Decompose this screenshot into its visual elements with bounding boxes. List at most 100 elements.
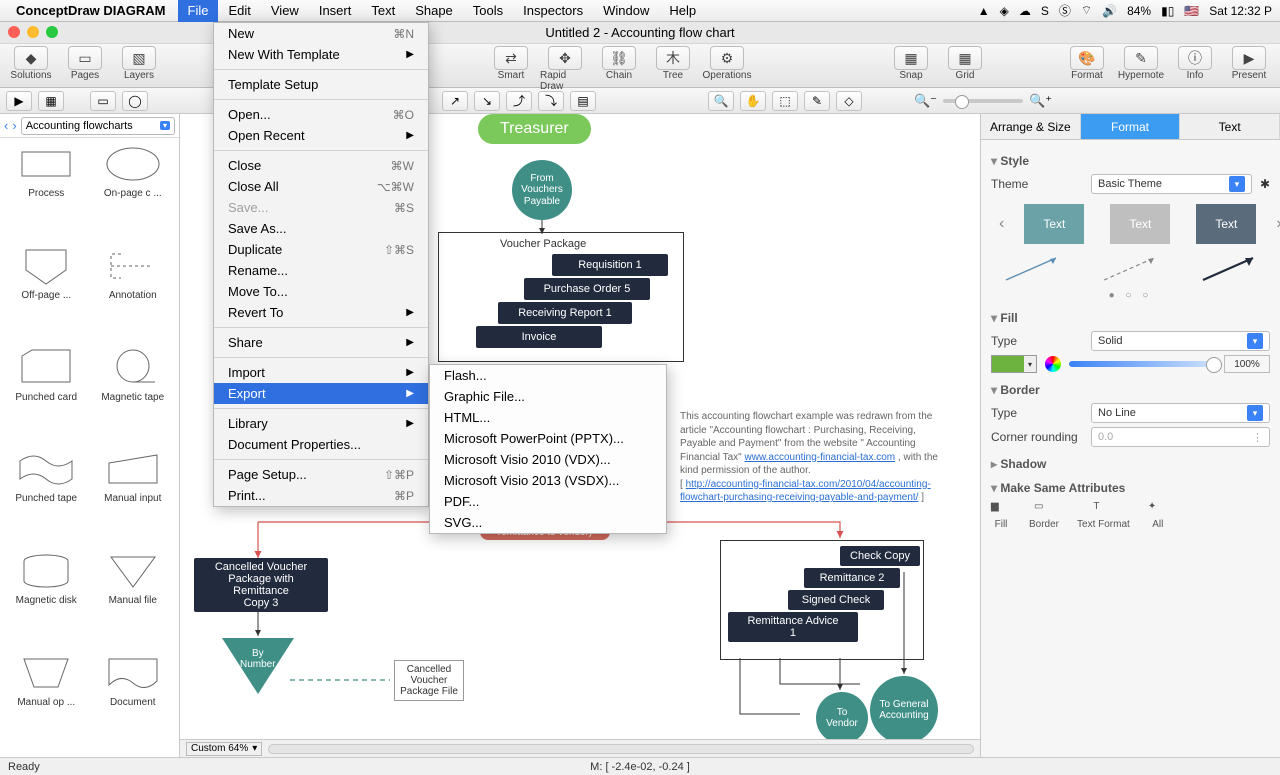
lib-shape-doc[interactable]: Document bbox=[93, 653, 174, 751]
toolbar-solutions[interactable]: ◆Solutions bbox=[6, 46, 56, 81]
zoom-in-icon[interactable]: 🔍⁺ bbox=[1029, 93, 1052, 109]
toolbar-tree[interactable]: ⽊Tree bbox=[648, 46, 698, 92]
connector-tool[interactable]: ↗ bbox=[442, 91, 468, 111]
section-header[interactable]: Border bbox=[991, 383, 1270, 397]
nav-fwd-icon[interactable]: › bbox=[12, 118, 16, 133]
nav-prev-icon[interactable]: ‹ bbox=[995, 215, 1008, 233]
node-cancelled-voucher[interactable]: Cancelled Voucher Package with Remittanc… bbox=[194, 558, 328, 612]
node-po[interactable]: Purchase Order 5 bbox=[524, 278, 650, 300]
menu-window[interactable]: Window bbox=[593, 0, 659, 22]
export-flash-[interactable]: Flash... bbox=[430, 365, 666, 386]
toolbar-present[interactable]: ▶Present bbox=[1224, 46, 1274, 81]
export-microsoft-visio-vdx-[interactable]: Microsoft Visio 2010 (VDX)... bbox=[430, 449, 666, 470]
lib-shape-ellipse[interactable]: On-page c ... bbox=[93, 144, 174, 242]
menu-help[interactable]: Help bbox=[659, 0, 706, 22]
lib-shape-manop[interactable]: Manual op ... bbox=[6, 653, 87, 751]
menuitem-save-as-[interactable]: Save As... bbox=[214, 218, 428, 239]
menuitem-template-setup[interactable]: Template Setup bbox=[214, 74, 428, 95]
menuitem-share[interactable]: Share▶ bbox=[214, 332, 428, 353]
menuitem-revert-to[interactable]: Revert To▶ bbox=[214, 302, 428, 323]
toolbar-format[interactable]: 🎨Format bbox=[1062, 46, 1112, 81]
connector-tool[interactable]: ▤ bbox=[570, 91, 596, 111]
menu-insert[interactable]: Insert bbox=[309, 0, 362, 22]
link-site[interactable]: www.accounting-financial-tax.com bbox=[745, 452, 896, 463]
node-requisition[interactable]: Requisition 1 bbox=[552, 254, 668, 276]
menuitem-open-recent[interactable]: Open Recent▶ bbox=[214, 125, 428, 146]
menuitem-move-to-[interactable]: Move To... bbox=[214, 281, 428, 302]
toolbar-layers[interactable]: ▧Layers bbox=[114, 46, 164, 81]
menuitem-export[interactable]: Export▶ bbox=[214, 383, 428, 404]
connector-tool[interactable]: ⤴ bbox=[506, 91, 532, 111]
theme-swatch[interactable]: Text bbox=[1110, 204, 1170, 244]
fill-color-chip[interactable]: ▾ bbox=[991, 355, 1037, 373]
border-type-select[interactable]: No Line▾ bbox=[1091, 403, 1270, 423]
lib-shape-magtape[interactable]: Magnetic tape bbox=[93, 348, 174, 446]
export-submenu[interactable]: Flash...Graphic File...HTML...Microsoft … bbox=[429, 364, 667, 534]
menuitem-import[interactable]: Import▶ bbox=[214, 362, 428, 383]
rect-shape-tool[interactable]: ▭ bbox=[90, 91, 116, 111]
toolbar-info[interactable]: ⓘInfo bbox=[1170, 46, 1220, 81]
nav-back-icon[interactable]: ‹ bbox=[4, 118, 8, 133]
zoom-out-icon[interactable]: 🔍⁻ bbox=[914, 93, 937, 109]
attr-fill[interactable]: ▆Fill bbox=[991, 501, 1011, 530]
gear-icon[interactable]: ✱ bbox=[1260, 177, 1270, 191]
select-tool[interactable]: ▦ bbox=[38, 91, 64, 111]
link-article[interactable]: http://accounting-financial-tax.com/2010… bbox=[680, 479, 931, 504]
node-from-vouchers[interactable]: From Vouchers Payable bbox=[512, 160, 572, 220]
export-microsoft-powerpoint-pptx-[interactable]: Microsoft PowerPoint (PPTX)... bbox=[430, 428, 666, 449]
menuitem-library[interactable]: Library▶ bbox=[214, 413, 428, 434]
lib-shape-offpage[interactable]: Off-page ... bbox=[6, 246, 87, 344]
pointer-tool[interactable]: ▶ bbox=[6, 91, 32, 111]
h-scrollbar[interactable] bbox=[268, 744, 974, 754]
menuitem-print-[interactable]: Print...⌘P bbox=[214, 485, 428, 506]
ellipse-shape-tool[interactable]: ◯ bbox=[122, 91, 148, 111]
menuitem-close[interactable]: Close⌘W bbox=[214, 155, 428, 176]
export-html-[interactable]: HTML... bbox=[430, 407, 666, 428]
toolbar-chain[interactable]: ⛓Chain bbox=[594, 46, 644, 92]
zoom-slider[interactable] bbox=[943, 99, 1023, 103]
nav-next-icon[interactable]: › bbox=[1272, 215, 1280, 233]
traffic-lights[interactable] bbox=[8, 26, 58, 38]
node-by-number[interactable]: By Number bbox=[240, 648, 276, 670]
lib-shape-manfile[interactable]: Manual file bbox=[93, 551, 174, 649]
menuitem-duplicate[interactable]: Duplicate⇧⌘S bbox=[214, 239, 428, 260]
export-svg-[interactable]: SVG... bbox=[430, 512, 666, 533]
connector-tool[interactable]: ⤵ bbox=[538, 91, 564, 111]
section-header[interactable]: Make Same Attributes bbox=[991, 481, 1270, 495]
fill-type-select[interactable]: Solid▾ bbox=[1091, 331, 1270, 351]
toolbar-snap[interactable]: ▦Snap bbox=[886, 46, 936, 81]
menuitem-page-setup-[interactable]: Page Setup...⇧⌘P bbox=[214, 464, 428, 485]
menu-inspectors[interactable]: Inspectors bbox=[513, 0, 593, 22]
zoom-icon[interactable] bbox=[46, 26, 58, 38]
menu-tools[interactable]: Tools bbox=[463, 0, 513, 22]
node-treasurer[interactable]: Treasurer bbox=[478, 114, 591, 144]
theme-select[interactable]: Basic Theme▾ bbox=[1091, 174, 1252, 194]
menuitem-document-properties-[interactable]: Document Properties... bbox=[214, 434, 428, 455]
opacity-value[interactable]: 100% bbox=[1224, 355, 1270, 373]
attr-text-format[interactable]: TText Format bbox=[1077, 501, 1130, 530]
section-header[interactable]: Style bbox=[991, 154, 1270, 168]
eyedropper-tool[interactable]: ✎ bbox=[804, 91, 830, 111]
minimize-icon[interactable] bbox=[27, 26, 39, 38]
arrow-style-icon[interactable] bbox=[1100, 254, 1160, 284]
theme-swatch[interactable]: Text bbox=[1196, 204, 1256, 244]
file-menu-dropdown[interactable]: New⌘NNew With Template▶Template SetupOpe… bbox=[213, 22, 429, 507]
menu-text[interactable]: Text bbox=[361, 0, 405, 22]
toolbar-pages[interactable]: ▭Pages bbox=[60, 46, 110, 81]
pager-dots[interactable]: ● ○ ○ bbox=[991, 290, 1270, 301]
panel-tab-arrange-size[interactable]: Arrange & Size bbox=[981, 114, 1081, 139]
menuitem-new[interactable]: New⌘N bbox=[214, 23, 428, 44]
node-invoice[interactable]: Invoice bbox=[476, 326, 602, 348]
arrow-style-icon[interactable] bbox=[1002, 254, 1062, 284]
section-header[interactable]: Shadow bbox=[991, 457, 1270, 471]
lib-shape-punchtape[interactable]: Punched tape bbox=[6, 449, 87, 547]
lib-shape-rect[interactable]: Process bbox=[6, 144, 87, 242]
node-check-copy[interactable]: Check Copy bbox=[840, 546, 920, 566]
export-pdf-[interactable]: PDF... bbox=[430, 491, 666, 512]
export-microsoft-visio-vsdx-[interactable]: Microsoft Visio 2013 (VSDX)... bbox=[430, 470, 666, 491]
theme-swatch[interactable]: Text bbox=[1024, 204, 1084, 244]
menuitem-open-[interactable]: Open...⌘O bbox=[214, 104, 428, 125]
toolbar-rapid-draw[interactable]: ✥Rapid Draw bbox=[540, 46, 590, 92]
node-rem2[interactable]: Remittance 2 bbox=[804, 568, 900, 588]
menu-file[interactable]: File bbox=[178, 0, 219, 22]
